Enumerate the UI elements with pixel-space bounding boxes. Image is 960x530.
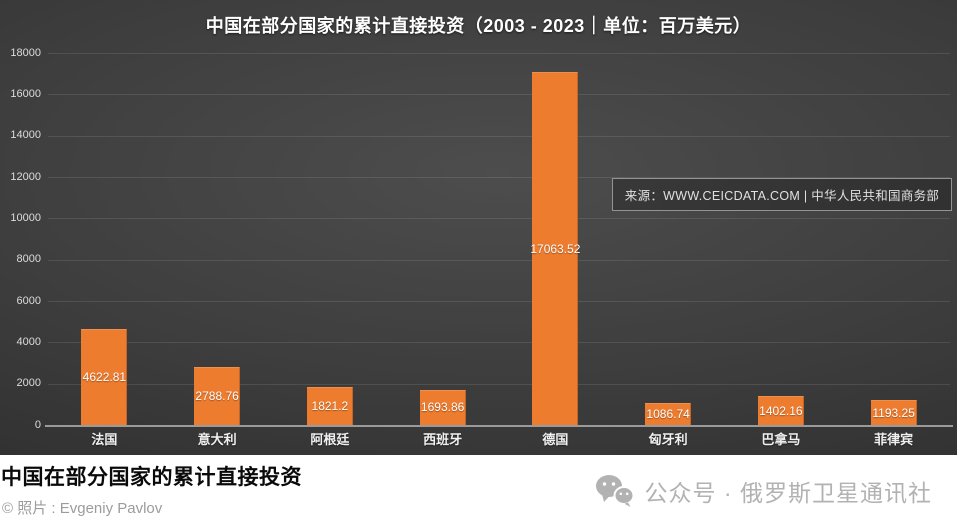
wechat-account-label: 公众号 · 俄罗斯卫星通讯社 [644, 480, 932, 506]
y-tick-label: 14000 [10, 129, 41, 142]
x-tick-label-菲律宾: 菲律宾 [874, 432, 914, 447]
bar-菲律宾 [870, 400, 917, 425]
gridline-18000 [48, 53, 950, 54]
y-tick-label: 4000 [16, 335, 41, 348]
bar-德国 [532, 72, 579, 425]
bar-value-阿根廷: 1821.2 [311, 399, 349, 414]
x-axis-line [45, 425, 953, 427]
y-tick-label: 18000 [10, 46, 41, 59]
bar-意大利 [194, 367, 241, 425]
gridline-16000 [48, 94, 950, 96]
gridline-14000 [48, 135, 950, 137]
gridline-6000 [48, 301, 950, 302]
y-tick-label: 10000 [10, 211, 41, 224]
bar-value-匈牙利: 1086.74 [646, 406, 690, 421]
bar-value-意大利: 2788.76 [195, 389, 239, 404]
x-tick-label-意大利: 意大利 [197, 432, 237, 447]
bar-value-西班牙: 1693.86 [420, 400, 465, 415]
gridline-8000 [48, 259, 950, 261]
chart-image: 中国在部分国家的累计直接投资（2003 - 2023｜单位：百万美元） 0 200… [0, 0, 957, 455]
source-box: 来源：WWW.CEICDATA.COM | 中华人民共和国商务部 [612, 178, 952, 211]
bar-value-菲律宾: 1193.25 [872, 405, 915, 420]
y-tick-label: 0 [34, 418, 41, 431]
y-tick-label: 2000 [16, 377, 41, 390]
y-tick-label: 6000 [16, 294, 41, 307]
gridline-2000 [48, 383, 950, 385]
bar-value-法国: 4622.81 [82, 370, 127, 385]
y-tick-label: 16000 [10, 87, 41, 100]
x-tick-label-德国: 德国 [542, 432, 569, 447]
y-tick-label: 12000 [10, 170, 41, 183]
photo-credit: © 照片 : Evgeniy Pavlov [2, 500, 163, 517]
plot-area: 0 2000 4000 6000 8000 10000 12000 14000 16000 180… [10, 46, 953, 447]
bar-巴拿马 [757, 396, 804, 425]
bar-法国 [81, 329, 128, 425]
x-tick-label-巴拿马: 巴拿马 [761, 432, 801, 447]
bar-匈牙利 [645, 402, 692, 425]
x-tick-label-匈牙利: 匈牙利 [648, 432, 688, 447]
bar-value-德国: 17063.52 [530, 241, 581, 256]
wechat-account: 公众号 · 俄罗斯卫星通讯社 [595, 471, 932, 511]
wechat-icon [595, 475, 635, 507]
x-tick-label-法国: 法国 [91, 432, 118, 447]
gridline-10000 [48, 218, 950, 220]
chart-title: 中国在部分国家的累计直接投资（2003 - 2023｜单位：百万美元） [205, 16, 752, 36]
bar-西班牙 [419, 389, 466, 425]
gridline-12000 [48, 177, 950, 178]
gridline-4000 [48, 342, 950, 344]
bar-value-巴拿马: 1402.16 [759, 403, 803, 418]
footer: 中国在部分国家的累计直接投资 © 照片 : Evgeniy Pavlov 公众号… [0, 455, 960, 530]
x-tick-label-阿根廷: 阿根廷 [310, 432, 350, 447]
y-tick-label: 8000 [16, 253, 41, 266]
bar-阿根廷 [306, 387, 353, 425]
footer-headline: 中国在部分国家的累计直接投资 [1, 466, 302, 489]
x-tick-label-西班牙: 西班牙 [423, 432, 463, 447]
